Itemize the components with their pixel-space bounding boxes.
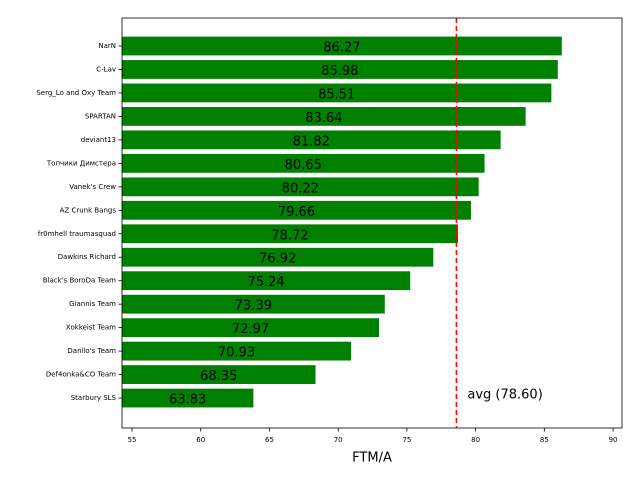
x-tick-label: 65 (265, 436, 274, 444)
bar (122, 177, 479, 197)
x-tick-label: 80 (471, 436, 480, 444)
value-label: 63.83 (169, 393, 206, 408)
y-tick-label: Starbury SLS (71, 394, 117, 402)
y-tick-label: Def4onka&CO Team (46, 371, 116, 379)
x-tick-label: 75 (402, 436, 411, 444)
value-label: 81.82 (293, 134, 330, 149)
value-label: 78.72 (271, 228, 308, 243)
average-label: avg (78.60) (467, 388, 542, 403)
y-tick-label: Vanek's Crew (69, 183, 116, 191)
y-tick-label: deviant13 (81, 136, 116, 144)
bar (122, 130, 501, 150)
bar (122, 318, 380, 338)
value-label: 76.92 (259, 252, 296, 267)
y-tick-label: NarN (98, 42, 116, 50)
y-tick-label: Giannis Team (69, 300, 116, 308)
y-tick-label: SPARTAN (85, 112, 116, 120)
y-tick-label: Serg_Lo and Oxy Team (36, 89, 116, 97)
y-tick-label: Danilo's Team (67, 347, 116, 355)
x-tick-label: 70 (334, 436, 343, 444)
bar (122, 107, 526, 126)
value-label: 80.22 (282, 181, 319, 196)
bar (122, 247, 434, 267)
value-label: 75.24 (247, 275, 284, 290)
x-tick-label: 85 (540, 436, 549, 444)
y-tick-label: AZ Crunk Bangs (60, 206, 117, 214)
bar (122, 341, 351, 361)
bar (122, 294, 385, 314)
bar (122, 200, 471, 220)
plot-frame (121, 17, 623, 429)
bar (122, 83, 552, 103)
value-label: 70.93 (218, 346, 255, 361)
bar (122, 388, 254, 408)
value-label: 68.35 (200, 369, 237, 384)
y-tick-label: Топчики Димстера (46, 159, 116, 167)
y-tick-label: C-Lav (96, 65, 116, 73)
x-tick-label: 90 (609, 436, 618, 444)
bar (122, 224, 459, 244)
bar (122, 271, 411, 291)
bar (122, 153, 485, 173)
bar (122, 60, 558, 79)
bar (122, 36, 562, 56)
y-tick-label: Xokkeist Team (66, 324, 116, 332)
value-label: 85.51 (318, 87, 355, 102)
value-label: 80.65 (285, 158, 322, 173)
y-tick-label: fr0mhell traumasquad (38, 230, 116, 238)
value-label: 73.39 (235, 299, 272, 314)
y-tick-label: Dawkins Richard (58, 253, 116, 261)
value-label: 79.66 (278, 205, 315, 220)
y-tick-label: Black's BoroDa Team (43, 277, 116, 285)
value-label: 72.97 (232, 322, 269, 337)
value-label: 85.98 (321, 64, 358, 79)
value-label: 86.27 (323, 41, 360, 56)
x-axis-label: FTM/A (352, 451, 392, 466)
bar (122, 365, 316, 384)
value-label: 83.64 (305, 111, 342, 126)
x-tick-label: 55 (128, 436, 137, 444)
x-tick-label: 60 (196, 436, 205, 444)
